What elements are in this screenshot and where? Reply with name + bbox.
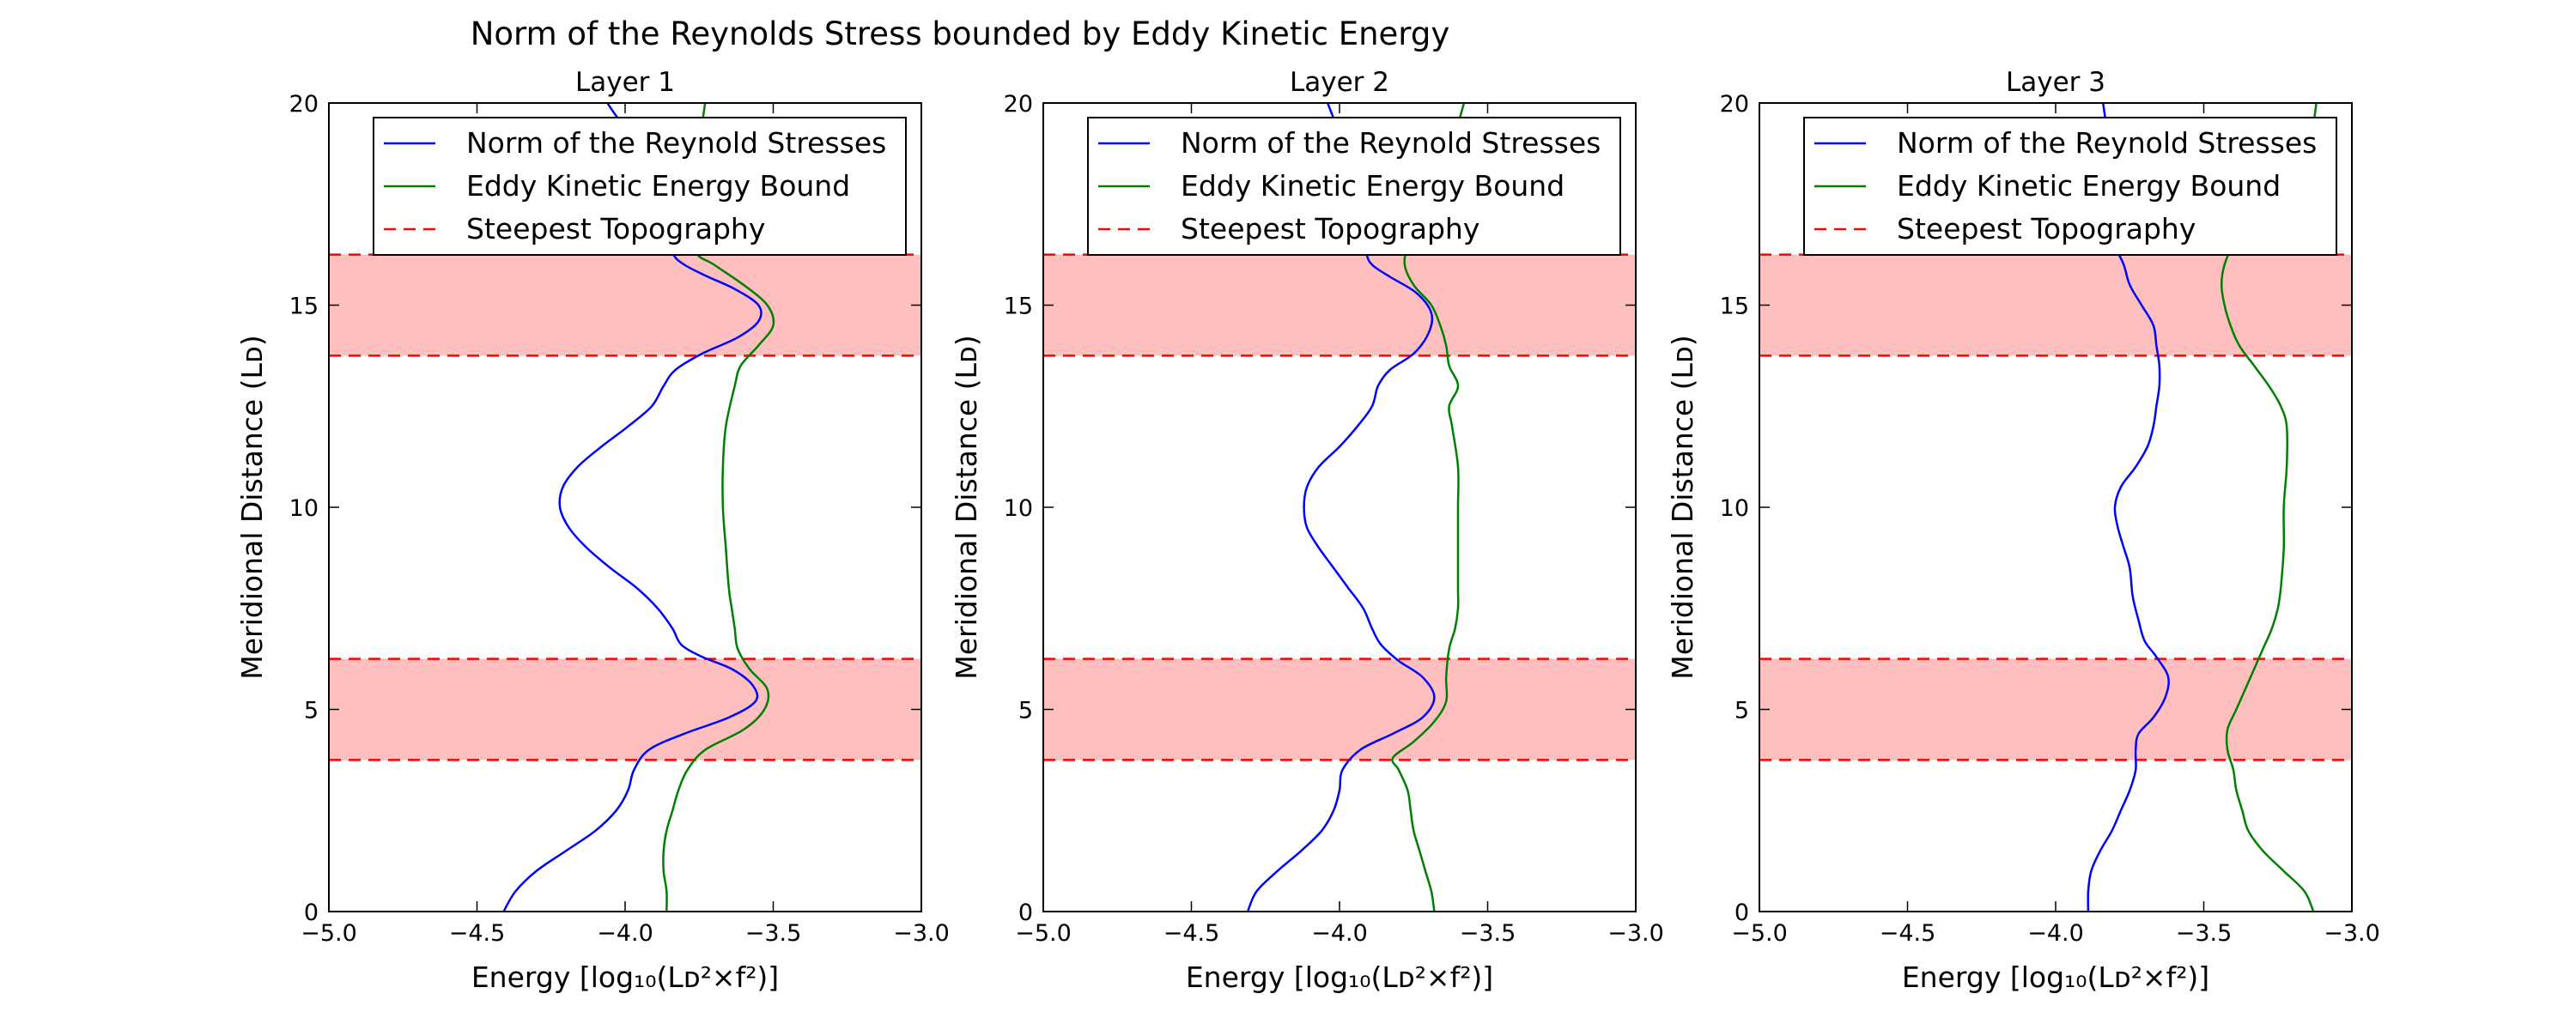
x-axis-label: Energy [log₁₀(Lᴅ²×f²)] — [471, 960, 779, 994]
topography-band — [1759, 658, 2352, 760]
x-tick-label: −3.5 — [1460, 920, 1516, 947]
y-tick-label: 20 — [289, 91, 319, 118]
legend-entry: Steepest Topography — [1897, 212, 2196, 245]
legend-entry: Steepest Topography — [466, 212, 765, 245]
x-axis-label: Energy [log₁₀(Lᴅ²×f²)] — [1186, 960, 1493, 994]
x-tick-label: −4.0 — [1311, 920, 1368, 947]
topography-band — [1759, 254, 2352, 356]
figure-title: Norm of the Reynolds Stress bounded by E… — [471, 15, 1450, 52]
legend-entry: Eddy Kinetic Energy Bound — [1897, 169, 2281, 203]
topography-band — [1043, 658, 1636, 760]
legend-entry: Norm of the Reynold Stresses — [1181, 126, 1601, 160]
y-axis-label: Meridional Distance (Lᴅ) — [235, 335, 269, 680]
x-tick-label: −3.5 — [745, 920, 802, 947]
topography-band — [329, 254, 921, 356]
x-axis-label: Energy [log₁₀(Lᴅ²×f²)] — [1902, 960, 2209, 994]
y-tick-label: 5 — [1735, 698, 1749, 724]
x-tick-label: −5.0 — [301, 920, 357, 947]
y-tick-label: 0 — [1018, 900, 1033, 926]
legend-entry: Norm of the Reynold Stresses — [466, 126, 886, 160]
topography-band — [329, 658, 921, 760]
eke-bound-line — [662, 102, 775, 912]
panel-title: Layer 3 — [2006, 67, 2105, 98]
x-tick-label: −4.5 — [1163, 920, 1220, 947]
legend-entry: Eddy Kinetic Energy Bound — [466, 169, 850, 203]
legend-box — [1087, 117, 1621, 256]
panel-title: Layer 2 — [1290, 67, 1389, 98]
reynolds-stress-line — [2087, 102, 2170, 912]
x-tick-label: −3.0 — [1607, 920, 1664, 947]
x-tick-label: −5.0 — [1015, 920, 1072, 947]
chart-panel-1: −5.0 −4.5 −4.0 −3.5 −3.0 0 5 10 15 20 Layer 1 Energ… — [235, 67, 950, 994]
y-tick-label: 0 — [1735, 900, 1749, 926]
x-tick-label: −4.5 — [1880, 920, 1936, 947]
chart-panels: −5.0 −4.5 −4.0 −3.5 −3.0 0 5 10 15 20 Layer 1 Energ… — [235, 67, 2380, 994]
axes-frame — [328, 102, 922, 912]
y-tick-label: 20 — [1720, 91, 1749, 118]
x-tick-label: −3.0 — [2324, 920, 2380, 947]
legend-box — [373, 117, 907, 256]
y-tick-label: 10 — [1004, 495, 1033, 522]
y-tick-label: 0 — [304, 900, 319, 926]
y-tick-label: 5 — [1018, 698, 1033, 724]
y-tick-label: 5 — [304, 698, 319, 724]
x-tick-label: −4.0 — [597, 920, 653, 947]
panel-title: Layer 1 — [575, 67, 675, 98]
legend-entry: Eddy Kinetic Energy Bound — [1181, 169, 1564, 203]
legend-entry: Steepest Topography — [1181, 212, 1479, 245]
legend-box — [1803, 117, 2337, 256]
y-tick-label: 15 — [1720, 294, 1749, 320]
chart-panel-3: −5.0 −4.5 −4.0 −3.5 −3.0 0 5 10 15 20 Layer 3 Energ… — [1666, 67, 2380, 994]
y-tick-label: 20 — [1004, 91, 1033, 118]
x-tick-label: −3.5 — [2176, 920, 2233, 947]
y-axis-label: Meridional Distance (Lᴅ) — [1666, 335, 1699, 680]
x-tick-label: −4.0 — [2027, 920, 2084, 947]
x-tick-label: −4.5 — [449, 920, 506, 947]
axes-frame — [1042, 102, 1637, 912]
legend-entry: Norm of the Reynold Stresses — [1897, 126, 2317, 160]
axes-frame — [1759, 102, 2353, 912]
chart-panel-2: −5.0 −4.5 −4.0 −3.5 −3.0 0 5 10 15 20 Layer 2 Energ… — [950, 67, 1664, 994]
y-axis-label: Meridional Distance (Lᴅ) — [950, 335, 983, 680]
y-tick-label: 15 — [1004, 294, 1033, 320]
x-tick-label: −3.0 — [893, 920, 950, 947]
reynolds-stress-line — [502, 102, 762, 912]
topography-band — [1043, 254, 1636, 356]
y-tick-label: 15 — [289, 294, 319, 320]
x-tick-label: −5.0 — [1731, 920, 1788, 947]
reynolds-stress-line — [1246, 102, 1436, 912]
y-tick-label: 10 — [289, 495, 319, 522]
y-tick-label: 10 — [1720, 495, 1749, 522]
